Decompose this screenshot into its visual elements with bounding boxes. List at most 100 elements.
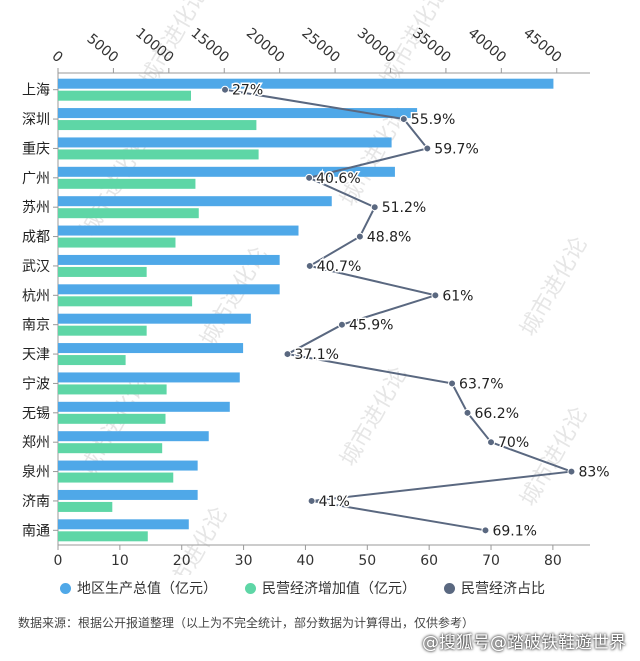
point-private-share [567,467,576,476]
bar-gdp [58,166,395,177]
bar-gdp [58,343,244,354]
bottom-axis-tick-label: 10 [111,553,129,569]
legend-item-private-value[interactable]: 民营经济增加值（亿元） [245,578,416,598]
watermark-text: 城市进化论 [516,233,593,341]
legend-swatch-private-value [245,582,256,594]
bottom-axis-tick-label: 60 [420,553,438,569]
bottom-axis-tick-label: 70 [482,553,500,569]
bottom-axis-tick-label: 0 [54,553,63,569]
watermark-text: 城市进化论 [336,363,413,471]
legend-swatch-private-share [444,582,455,594]
category-label: 苏州 [22,200,50,216]
point-private-share [370,203,379,212]
bottom-axis-tick-label: 80 [544,553,562,569]
bar-gdp [58,284,280,295]
bar-private-value [58,237,176,248]
bar-gdp [58,460,198,471]
point-private-share [448,379,457,388]
legend-label-private-share: 民营经济占比 [461,581,545,597]
bar-private-value [58,443,163,454]
data-label-private-share: 63.7% [459,376,503,392]
top-axis-tick-label: 20000 [243,25,287,66]
bar-gdp [58,108,418,119]
bar-private-value [58,413,166,424]
bar-private-value [58,355,126,366]
category-label: 重庆 [22,141,50,157]
category-label: 天津 [22,347,50,363]
bar-private-value [58,178,196,189]
point-private-share [487,438,496,447]
point-private-share [463,408,472,417]
bottom-axis-tick-label: 20 [173,553,191,569]
bar-gdp [58,519,189,530]
bar-gdp [58,489,198,500]
bottom-axis-tick-label: 50 [358,553,376,569]
bar-private-value [58,149,259,160]
top-axis-tick-label: 30000 [354,25,398,66]
point-private-share [307,496,316,505]
point-private-share [399,115,408,124]
bottom-axis-tick-label: 30 [235,553,253,569]
bar-gdp [58,196,332,207]
bar-gdp [58,401,230,412]
category-label: 武汉 [22,259,50,275]
bar-private-value [58,296,193,307]
line-private-share [224,88,572,532]
point-private-share [337,320,346,329]
bar-private-value [58,501,113,512]
legend: 地区生产总值（亿元） 民营经济增加值（亿元） 民营经济占比 [60,578,545,598]
category-label: 南京 [22,318,50,334]
data-label-private-share: 69.1% [492,523,536,539]
bar-private-value [58,472,174,483]
category-label: 郑州 [22,435,50,451]
bar-private-value [58,266,147,277]
bar-gdp [58,225,299,236]
top-axis-tick-label: 5000 [84,31,122,66]
data-label-private-share: 41% [319,494,350,510]
data-label-private-share: 40.7% [317,259,361,275]
watermark-text: 城市进化论 [516,403,593,511]
brand-watermark: @搜狐号@踏破铁鞋遊世界 [422,633,626,653]
top-axis-tick-label: 25000 [298,25,342,66]
data-label-private-share: 59.7% [434,141,478,157]
bar-gdp [58,78,554,89]
point-private-share [355,232,364,241]
bottom-axis-tick-label: 40 [297,553,315,569]
point-private-share [221,85,230,94]
category-label: 泉州 [22,464,50,481]
legend-item-gdp[interactable]: 地区生产总值（亿元） [60,578,217,598]
data-label-private-share: 37.1% [295,347,339,363]
top-axis-tick-label: 15000 [188,25,232,66]
data-label-private-share: 70% [498,435,529,451]
category-label: 无锡 [22,406,50,422]
top-axis-tick-label: 45000 [520,25,564,66]
bar-private-value [58,120,257,131]
bar-gdp [58,431,209,442]
bar-private-value [58,384,167,395]
bar-gdp [58,372,240,383]
data-label-private-share: 55.9% [411,112,455,128]
data-label-private-share: 48.8% [367,230,411,246]
bar-gdp [58,254,280,265]
bar-gdp [58,313,251,324]
category-label: 广州 [22,171,50,187]
legend-item-private-share[interactable]: 民营经济占比 [444,578,545,598]
data-label-private-share: 51.2% [382,200,426,216]
category-label: 深圳 [22,112,50,128]
data-label-private-share: 61% [442,288,473,304]
top-axis-tick-label: 0 [49,48,66,66]
bar-private-value [58,531,148,542]
watermark-text: 城市进化论 [156,503,233,575]
category-label: 南通 [22,523,50,539]
bar-private-value [58,325,147,336]
category-label: 宁波 [22,375,50,392]
source-note: 数据来源：根据公开报道整理（以上为不完全统计，部分数据为计算得出，仅供参考） [18,616,475,630]
legend-label-gdp: 地区生产总值（亿元） [77,581,217,597]
data-label-private-share: 66.2% [475,406,519,422]
point-private-share [431,291,440,300]
category-label: 成都 [22,230,50,246]
category-label: 上海 [22,83,50,99]
point-private-share [305,173,314,182]
bar-private-value [58,208,199,219]
